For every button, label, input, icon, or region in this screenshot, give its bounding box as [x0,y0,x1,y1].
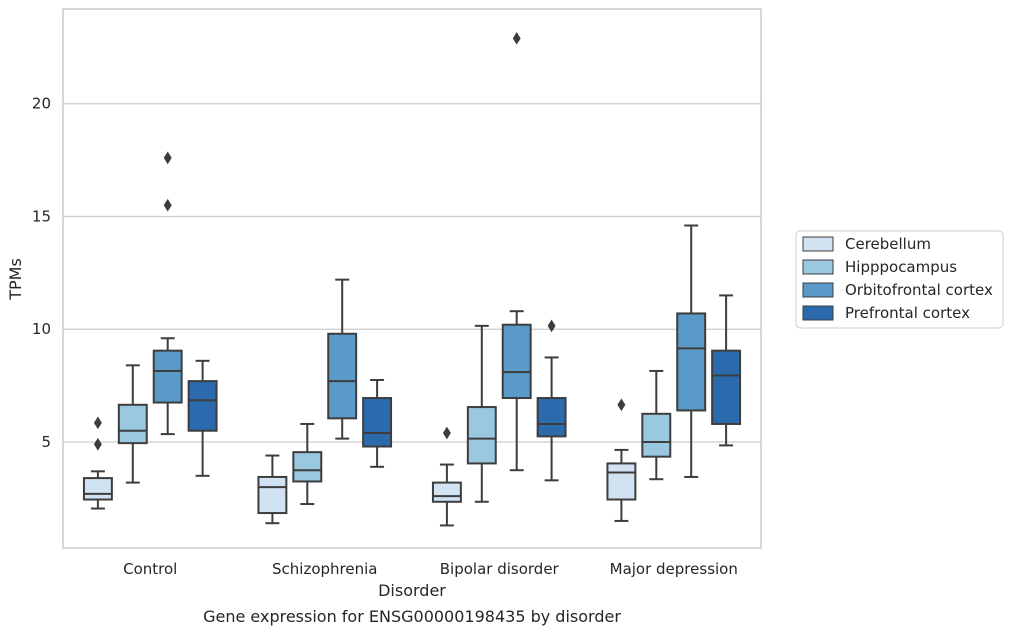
legend: Cerebellum Hipppocampus Orbitofrontal cort… [795,230,1004,329]
box-orbitofrontal-cortex [676,224,707,478]
outlier-point [547,319,556,333]
box-cerebellum [82,416,113,510]
y-tick-label: 15 [32,207,51,225]
legend-swatch [802,282,834,298]
box-body [257,475,288,515]
legend-swatch [802,236,834,252]
box-cerebellum [431,426,462,527]
box-body [536,397,567,438]
box-cerebellum [257,454,288,525]
outlier-point [93,416,102,430]
box-body [466,406,497,465]
box-prefrontal-cortex [362,378,393,468]
outlier-point [442,426,451,440]
outlier-point [512,31,521,45]
legend-label: Cerebellum [845,235,931,253]
x-tick-label: Bipolar disorder [440,560,560,578]
x-axis-title: Disorder [378,581,446,600]
box-body [117,403,148,445]
box-cerebellum [606,398,637,522]
box-prefrontal-cortex [536,319,567,482]
tick-labels: 5 10 15 20 Control Schizophrenia Bipolar disor… [32,95,738,578]
box-body [187,380,218,432]
x-tick-label: Schizophrenia [272,560,377,578]
box-prefrontal-cortex [187,359,218,477]
legend-label: Prefrontal cortex [845,304,970,322]
box-prefrontal-cortex [711,294,742,447]
box-body [641,412,672,458]
outlier-point [617,398,626,412]
box-body [606,462,637,501]
legend-frame [795,230,1004,329]
x-tick-label: Control [123,560,177,578]
box-orbitofrontal-cortex [152,151,183,436]
outlier-point [93,437,102,451]
box-hipppocampus [641,369,672,481]
chart-caption: Gene expression for ENSG00000198435 by d… [203,607,621,626]
y-axis-title: TPMs [6,258,25,301]
box-hipppocampus [466,324,497,503]
legend-swatch [802,259,834,275]
box-body [152,349,183,404]
box-hipppocampus [292,422,323,506]
legend-label: Orbitofrontal cortex [845,281,993,299]
legend-swatch [802,305,834,321]
box-body [292,451,323,483]
box-body [501,323,532,400]
box-hipppocampus [117,364,148,484]
y-tick-label: 20 [32,95,51,113]
x-tick-label: Major depression [610,560,738,578]
boxes [82,31,742,527]
box-body [82,477,113,501]
y-tick-label: 5 [41,433,51,451]
box-body [431,481,462,503]
box-body [711,349,742,425]
box-body [327,332,358,420]
outlier-point [163,198,172,212]
box-body [676,312,707,412]
box-body [362,397,393,448]
outlier-point [163,151,172,165]
box-orbitofrontal-cortex [327,278,358,440]
plot-frame [62,8,762,549]
y-tick-label: 10 [32,320,51,338]
box-orbitofrontal-cortex [501,31,532,472]
legend-label: Hipppocampus [845,258,957,276]
